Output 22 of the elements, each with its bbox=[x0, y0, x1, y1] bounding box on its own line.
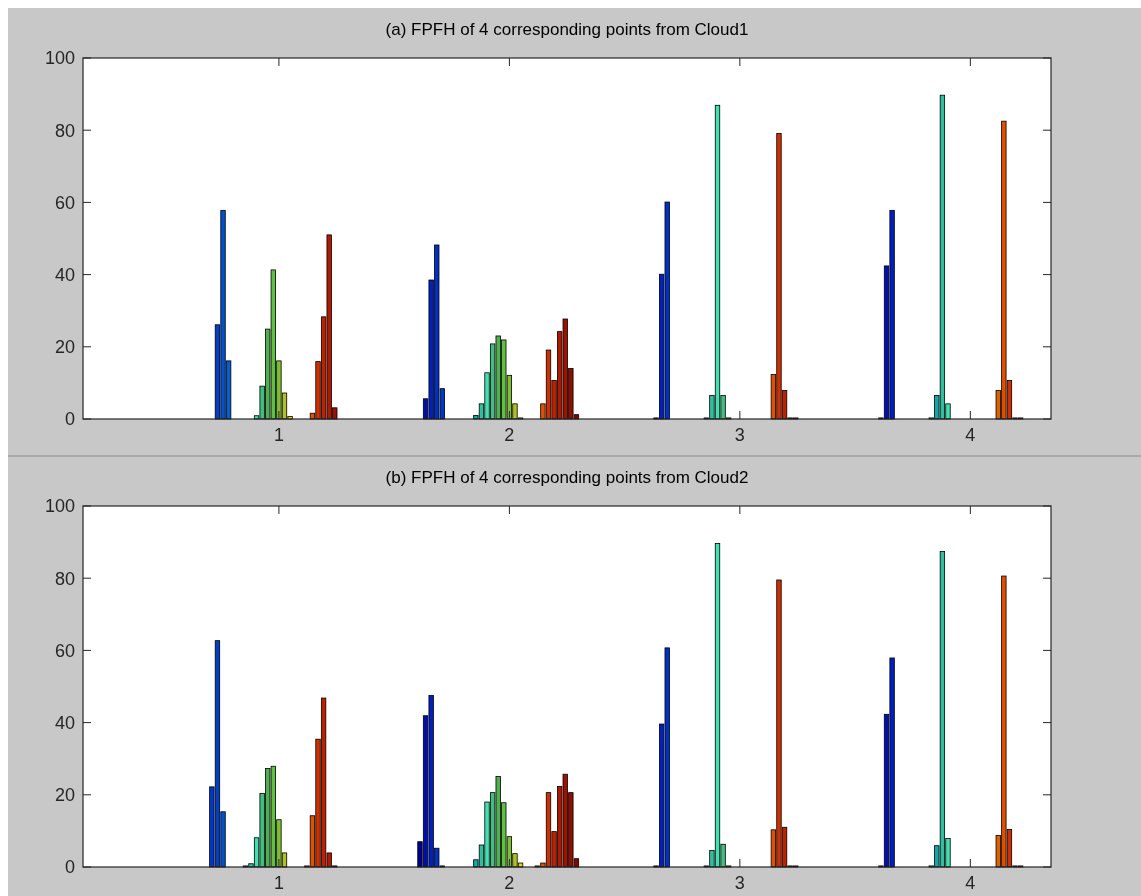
y-tick-label: 80 bbox=[54, 568, 75, 589]
x-tick-label: 1 bbox=[273, 873, 284, 893]
y-tick-label: 40 bbox=[54, 264, 75, 285]
x-tick-label: 3 bbox=[734, 425, 745, 445]
y-tick-label: 20 bbox=[54, 785, 75, 806]
x-tick-label: 2 bbox=[504, 425, 515, 445]
x-tick-label: 3 bbox=[734, 873, 745, 893]
y-tick-label: 60 bbox=[54, 192, 75, 213]
y-tick-label: 100 bbox=[44, 496, 75, 517]
y-tick-label: 20 bbox=[54, 337, 75, 358]
y-tick-label: 40 bbox=[54, 712, 75, 733]
x-tick-label: 2 bbox=[504, 873, 515, 893]
x-tick-label: 4 bbox=[965, 873, 976, 893]
y-tick-label: 60 bbox=[54, 640, 75, 661]
x-tick-label: 4 bbox=[965, 425, 976, 445]
x-tick-label: 1 bbox=[273, 425, 284, 445]
chart-title: (a) FPFH of 4 corresponding points from Cloud1 bbox=[385, 20, 749, 39]
y-tick-label: 0 bbox=[64, 857, 75, 878]
y-tick-label: 0 bbox=[64, 409, 75, 430]
chart-title: (b) FPFH of 4 corresponding points from Cloud2 bbox=[385, 468, 749, 487]
y-tick-label: 80 bbox=[54, 120, 75, 141]
y-tick-label: 100 bbox=[44, 48, 75, 69]
